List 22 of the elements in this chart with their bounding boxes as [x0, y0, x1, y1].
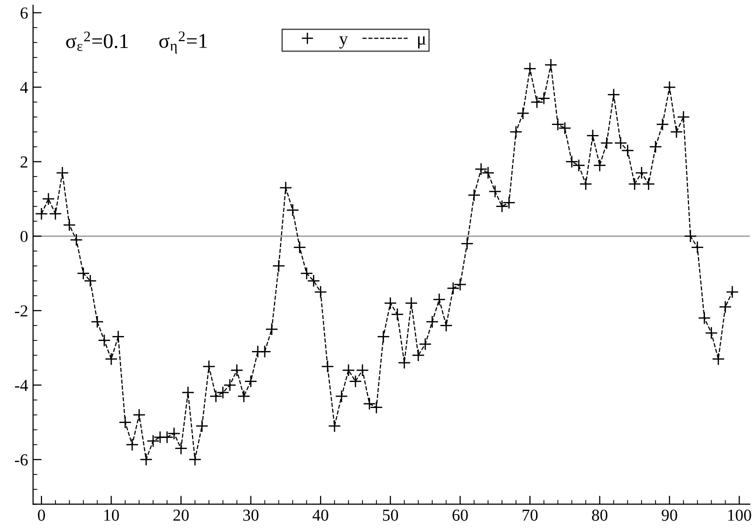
x-tick-label: 10	[104, 510, 119, 521]
y-tick-label: 4	[20, 82, 28, 93]
x-tick-label: 0	[38, 510, 45, 521]
annotation: σ$_{ε}$$^{2}$=0.1	[66, 32, 128, 51]
x-tick-label: 20	[173, 510, 189, 521]
x-tick-label: 80	[592, 510, 608, 521]
x-tick-label: 30	[243, 510, 259, 521]
y-tick-label: -2	[14, 305, 28, 316]
y-tick-label: -6	[14, 454, 28, 466]
x-tick-label: 90	[662, 510, 678, 521]
x-tick-label: 50	[383, 510, 398, 521]
x-tick-label: 70	[522, 510, 538, 521]
x-tick-label: 60	[452, 510, 468, 521]
annotation: σ$_{η}$$^{2}$=1	[159, 31, 207, 54]
y-tick-label: 0	[20, 230, 28, 242]
x-tick-label: 40	[312, 510, 328, 521]
y-tick-label: -4	[14, 380, 28, 391]
legend-label: μ	[418, 36, 426, 48]
legend-label: y	[339, 36, 348, 49]
y-tick-label: 2	[20, 156, 28, 168]
y-tick-label: 6	[20, 7, 28, 19]
x-tick-label: 100	[728, 510, 752, 521]
